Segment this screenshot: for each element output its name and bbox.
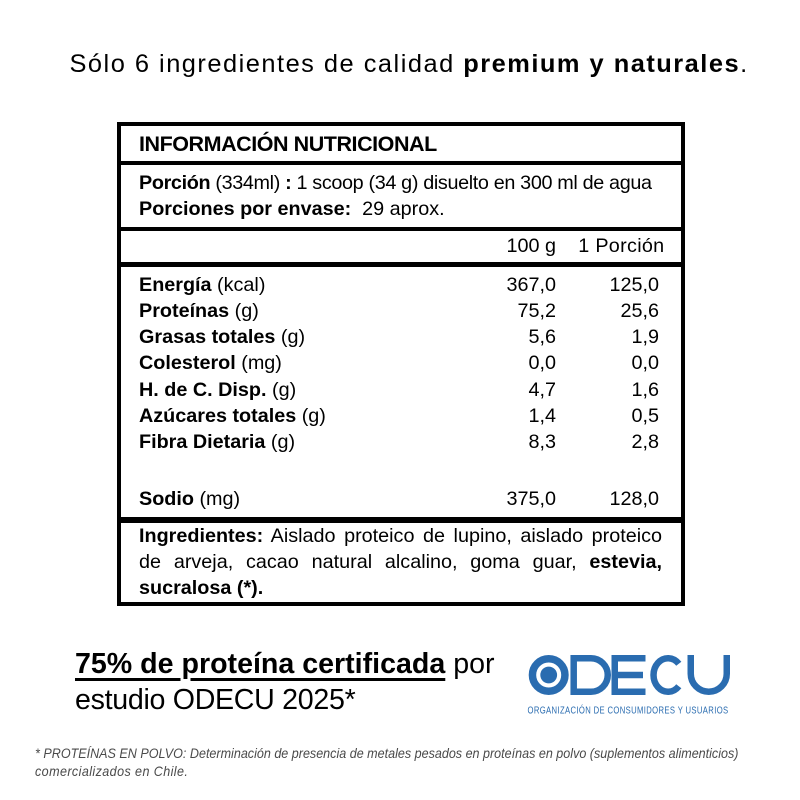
- svg-text:ORGANIZACIÓN DE CONSUMIDORES Y: ORGANIZACIÓN DE CONSUMIDORES Y USUARIOS: [528, 704, 729, 717]
